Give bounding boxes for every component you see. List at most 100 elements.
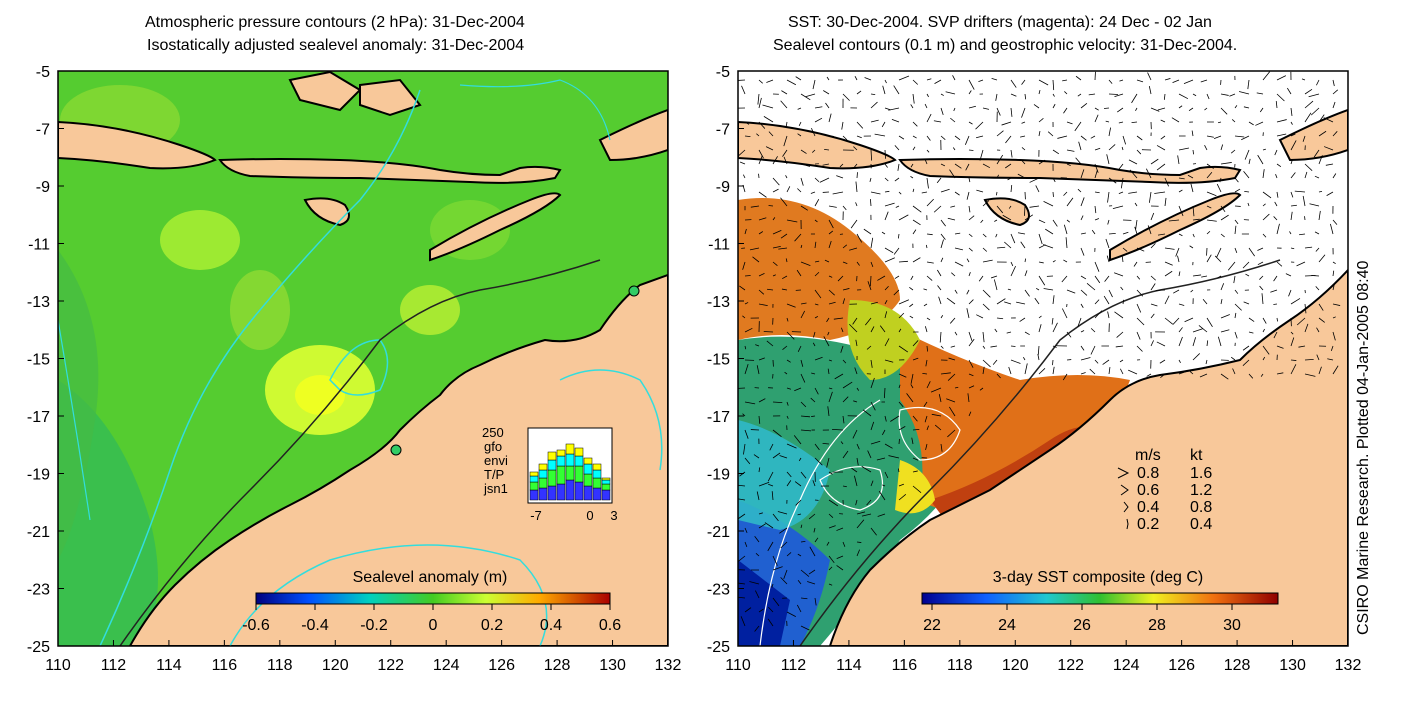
velocity-legend-kt: 1.2: [1190, 482, 1212, 499]
inset-bar-segment: [583, 457, 593, 465]
velocity-legend-arrow: [1126, 518, 1129, 530]
left-lat-tick-label: -15: [27, 352, 50, 369]
inset-bar-segment: [583, 473, 593, 487]
inset-bar-segment: [592, 469, 602, 479]
right-lat-tick-label: -7: [716, 122, 730, 139]
left-title-line1: Atmospheric pressure contours (2 hPa): 3…: [145, 14, 525, 31]
inset-ymax-label: 250: [482, 425, 504, 440]
inset-bar-segment: [538, 469, 548, 479]
right-lat-tick-label: -13: [707, 294, 730, 311]
left-lat-tick-label: -19: [27, 467, 50, 484]
inset-bar-segment: [565, 443, 575, 455]
right-lon-tick-label: 124: [1113, 657, 1140, 674]
right-lon-tick-label: 112: [781, 657, 807, 674]
velocity-legend-ms: 0.4: [1137, 499, 1159, 516]
left-lat-tick-label: -5: [36, 64, 50, 81]
inset-bar-segment: [592, 477, 602, 489]
left-lat-tick-label: -23: [27, 582, 50, 599]
velocity-legend-arrow: [1123, 501, 1129, 513]
inset-bar-segment: [538, 463, 548, 471]
left-title-line2: Isostatically adjusted sealevel anomaly:…: [147, 37, 525, 54]
inset-bar-segment: [556, 449, 566, 457]
right-lat-tick-label: -5: [716, 64, 730, 81]
left-lon-tick-label: 132: [655, 657, 682, 674]
left-lon-tick-label: 112: [101, 657, 127, 674]
left-colorbar-tick-label: 0.4: [540, 617, 562, 634]
left-lon-tick-label: 116: [212, 657, 238, 674]
right-lat-tick-label: -11: [708, 237, 730, 254]
inset-bar-segment: [556, 483, 566, 501]
right-australia-land: [828, 268, 1348, 646]
velocity-legend-kt: 0.8: [1190, 499, 1212, 516]
left-lon-tick-label: 130: [599, 657, 626, 674]
inset-bar-segment: [565, 479, 575, 501]
right-lat-tick-label: -21: [707, 524, 730, 541]
inset-bar-segment: [538, 477, 548, 489]
inset-bar-segment: [529, 481, 539, 491]
inset-bar-segment: [547, 485, 557, 501]
velocity-legend-kt: 0.4: [1190, 516, 1212, 533]
inset-legend-tp: T/P: [484, 467, 504, 482]
left-colorbar-tick-label: 0: [429, 617, 438, 634]
right-lon-tick-label: 114: [836, 657, 862, 674]
left-map: [58, 71, 668, 646]
right-lat-tick-label: -9: [716, 179, 730, 196]
velocity-legend-kt-header: kt: [1190, 447, 1203, 464]
inset-legend-jsn1: jsn1: [483, 481, 508, 496]
left-colorbar-tick-label: 0.6: [599, 617, 621, 634]
right-colorbar-tick-label: 30: [1223, 617, 1241, 634]
right-lon-tick-label: 130: [1279, 657, 1306, 674]
right-lon-tick-label: 128: [1224, 657, 1251, 674]
right-colorbar-tick-label: 26: [1073, 617, 1091, 634]
inset-x-tick-label: 0: [586, 508, 593, 523]
inset-bar-segment: [601, 489, 611, 501]
right-colorbar-title: 3-day SST composite (deg C): [993, 569, 1203, 586]
velocity-arrows: [738, 71, 1341, 632]
velocity-legend-arrow: [1120, 484, 1129, 496]
left-lon-tick-label: 124: [433, 657, 460, 674]
right-map: [738, 71, 1348, 646]
inset-bar-segment: [538, 487, 548, 501]
right-lat-tick-label: -23: [707, 582, 730, 599]
inset-x-tick-label: 3: [610, 508, 617, 523]
left-colorbar-tick-label: -0.2: [360, 617, 388, 634]
velocity-legend-ms: 0.6: [1137, 482, 1159, 499]
right-colorbar-tick-label: 22: [923, 617, 941, 634]
velocity-legend-kt: 1.6: [1190, 465, 1212, 482]
velocity-legend-ms: 0.8: [1137, 465, 1159, 482]
left-lat-tick-label: -11: [28, 237, 50, 254]
right-lon-tick-label: 120: [1002, 657, 1029, 674]
right-lon-tick-label: 118: [947, 657, 973, 674]
inset-bar-segment: [601, 477, 611, 481]
left-lon-tick-label: 110: [45, 657, 71, 674]
right-lat-tick-label: -17: [707, 409, 730, 426]
left-lat-tick-label: -13: [27, 294, 50, 311]
left-lon-tick-label: 118: [267, 657, 293, 674]
velocity-legend-ms-header: m/s: [1135, 447, 1161, 464]
right-colorbar-ticks: 22 24 26 28 30: [923, 604, 1241, 634]
right-lat-tick-label: -19: [707, 467, 730, 484]
left-lat-tick-label: -7: [36, 122, 50, 139]
inset-legend-gfo: gfo: [484, 439, 502, 454]
inset-bar-segment: [529, 471, 539, 477]
left-lon-tick-label: 126: [488, 657, 515, 674]
left-lat-tick-label: -25: [27, 639, 50, 656]
left-colorbar-ticks: -0.6 -0.4 -0.2 0 0.2 0.4 0.6: [242, 604, 621, 634]
inset-bar-segment: [547, 451, 557, 461]
left-lon-tick-label: 122: [377, 657, 404, 674]
left-colorbar-tick-label: -0.6: [242, 617, 270, 634]
right-lat-tick-label: -25: [707, 639, 730, 656]
velocity-legend: m/s kt 0.8 1.60.6 1.20.4 0.80.2 0.4: [1117, 447, 1212, 533]
right-lon-tick-label: 110: [725, 657, 751, 674]
right-lon-tick-label: 122: [1057, 657, 1084, 674]
left-lat-tick-label: -9: [36, 179, 50, 196]
left-colorbar-tick-label: -0.4: [301, 617, 329, 634]
inset-x-tick-label: -7: [530, 508, 542, 523]
inset-bar-segment: [583, 463, 593, 475]
inset-bar-segment: [601, 479, 611, 485]
inset-bar-segment: [592, 463, 602, 471]
inset-bar-segment: [574, 447, 584, 457]
inset-bar-segment: [592, 487, 602, 501]
